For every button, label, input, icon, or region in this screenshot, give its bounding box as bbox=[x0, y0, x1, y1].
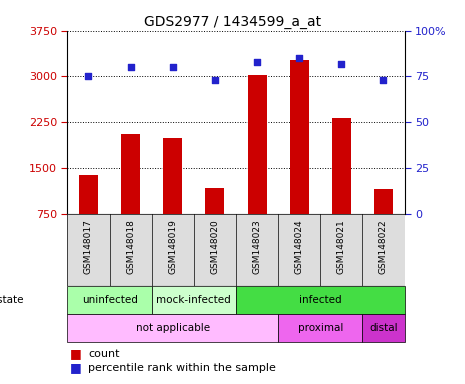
Point bbox=[338, 61, 345, 67]
Bar bbox=[152, 286, 236, 314]
Bar bbox=[79, 175, 98, 259]
Text: GSM148022: GSM148022 bbox=[379, 219, 388, 274]
Bar bbox=[332, 118, 351, 259]
Point bbox=[127, 64, 134, 70]
Bar bbox=[278, 314, 362, 342]
Point bbox=[85, 73, 92, 79]
Text: mock-infected: mock-infected bbox=[156, 295, 231, 305]
Bar bbox=[163, 138, 182, 259]
Text: GSM148023: GSM148023 bbox=[252, 219, 261, 274]
Point bbox=[169, 64, 177, 70]
Bar bbox=[236, 286, 405, 314]
Bar bbox=[67, 314, 278, 342]
Text: uninfected: uninfected bbox=[82, 295, 138, 305]
Text: not applicable: not applicable bbox=[136, 323, 210, 333]
Text: disease state: disease state bbox=[0, 295, 23, 305]
Point bbox=[253, 59, 261, 65]
Point bbox=[380, 77, 387, 83]
Text: GSM148020: GSM148020 bbox=[211, 219, 219, 274]
Point bbox=[295, 55, 303, 61]
Bar bbox=[121, 134, 140, 259]
Bar bbox=[374, 189, 393, 259]
Text: GDS2977 / 1434599_a_at: GDS2977 / 1434599_a_at bbox=[144, 15, 321, 29]
Text: count: count bbox=[88, 349, 120, 359]
Text: distal: distal bbox=[369, 323, 398, 333]
Text: GSM148018: GSM148018 bbox=[126, 219, 135, 274]
Text: GSM148017: GSM148017 bbox=[84, 219, 93, 274]
Bar bbox=[247, 75, 266, 259]
Text: proximal: proximal bbox=[298, 323, 343, 333]
Text: infected: infected bbox=[299, 295, 342, 305]
Point bbox=[211, 77, 219, 83]
Text: GSM148024: GSM148024 bbox=[295, 219, 304, 274]
Bar bbox=[290, 60, 309, 259]
Bar bbox=[67, 286, 152, 314]
Text: ■: ■ bbox=[70, 347, 81, 360]
Text: percentile rank within the sample: percentile rank within the sample bbox=[88, 362, 276, 372]
Bar bbox=[362, 314, 405, 342]
Bar bbox=[206, 188, 225, 259]
Text: GSM148019: GSM148019 bbox=[168, 219, 177, 274]
Text: GSM148021: GSM148021 bbox=[337, 219, 346, 274]
Text: ■: ■ bbox=[70, 361, 81, 374]
